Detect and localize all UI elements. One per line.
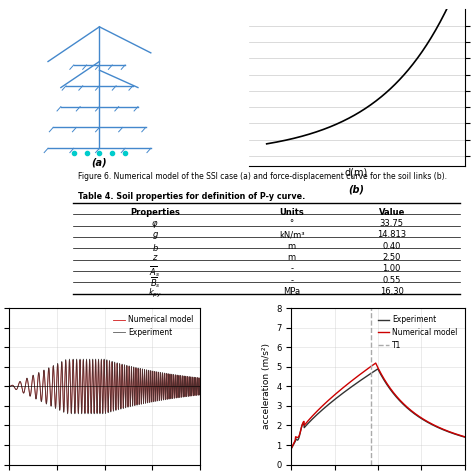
Text: m: m [288,242,296,251]
Numerical model [197,383,203,389]
Numerical model [7,383,12,389]
Text: Properties: Properties [130,208,180,217]
Numerical model [288,446,294,451]
Legend: Experiment, Numerical model, T1: Experiment, Numerical model, T1 [375,312,461,353]
Text: $b$: $b$ [152,242,159,253]
Text: 16.30: 16.30 [380,287,404,296]
Text: kN/m³: kN/m³ [279,230,304,239]
Text: Value: Value [379,208,405,217]
Text: °: ° [290,219,294,228]
Numerical model [182,393,188,399]
Text: $z$: $z$ [152,253,158,262]
Text: 14.813: 14.813 [377,230,406,239]
Experiment [7,383,12,389]
T1 [368,462,374,467]
Experiment [88,411,94,417]
Text: $\varphi$: $\varphi$ [151,219,159,230]
Text: 33.75: 33.75 [380,219,404,228]
Numerical model [462,434,467,439]
Text: Table 4. Soil properties for definition of P-y curve.: Table 4. Soil properties for definition … [78,191,305,201]
Text: -: - [290,264,293,273]
Line: Numerical model: Numerical model [9,360,200,413]
Experiment [424,419,429,425]
Text: (b): (b) [348,184,365,194]
Numerical model [87,357,92,363]
Numerical model [88,410,94,416]
Experiment [182,394,188,400]
Legend: Numerical model, Experiment: Numerical model, Experiment [110,312,196,340]
Experiment [145,387,151,393]
Numerical model [365,366,370,372]
Text: $\overline{A}_s$: $\overline{A}_s$ [149,264,161,279]
Text: $\overline{B}_s$: $\overline{B}_s$ [150,276,161,290]
Experiment [87,356,92,362]
Text: Figure 6. Numerical model of the SSI case (a) and force-displacement curve for t: Figure 6. Numerical model of the SSI cas… [78,173,447,182]
Text: $k_{py}$: $k_{py}$ [148,287,162,300]
Experiment [191,379,197,384]
Experiment [97,409,103,415]
Line: Numerical model: Numerical model [291,363,465,448]
Numerical model [145,386,151,392]
Line: Experiment: Experiment [291,369,465,449]
Experiment [408,408,413,413]
Numerical model [427,420,432,426]
Text: $g$: $g$ [152,230,159,241]
Numerical model [82,410,88,416]
Text: MPa: MPa [283,287,300,296]
Numerical model [424,418,429,424]
Text: 0.40: 0.40 [383,242,401,251]
Text: m: m [288,253,296,262]
Experiment [427,420,432,426]
Experiment [365,373,370,379]
Numerical model [77,357,83,363]
Text: -: - [290,276,293,285]
Text: 1.00: 1.00 [383,264,401,273]
Numerical model [408,407,413,413]
Experiment [375,366,381,372]
Numerical model [97,406,103,412]
Experiment [288,446,294,452]
X-axis label: d(m): d(m) [345,167,368,177]
Line: Experiment: Experiment [9,359,200,414]
Experiment [462,434,467,440]
Numerical model [358,371,364,376]
Numerical model [373,360,379,366]
Numerical model [306,417,312,423]
Text: 0.55: 0.55 [383,276,401,285]
Experiment [87,356,92,362]
Experiment [358,377,364,383]
Text: (a): (a) [91,157,107,167]
Text: 2.50: 2.50 [383,253,401,262]
Experiment [306,419,312,425]
Numerical model [191,380,197,385]
Experiment [197,383,203,389]
Y-axis label: acceleration (m/s²): acceleration (m/s²) [262,344,271,429]
Text: Units: Units [279,208,304,217]
Experiment [100,411,106,417]
T1 [368,442,374,448]
